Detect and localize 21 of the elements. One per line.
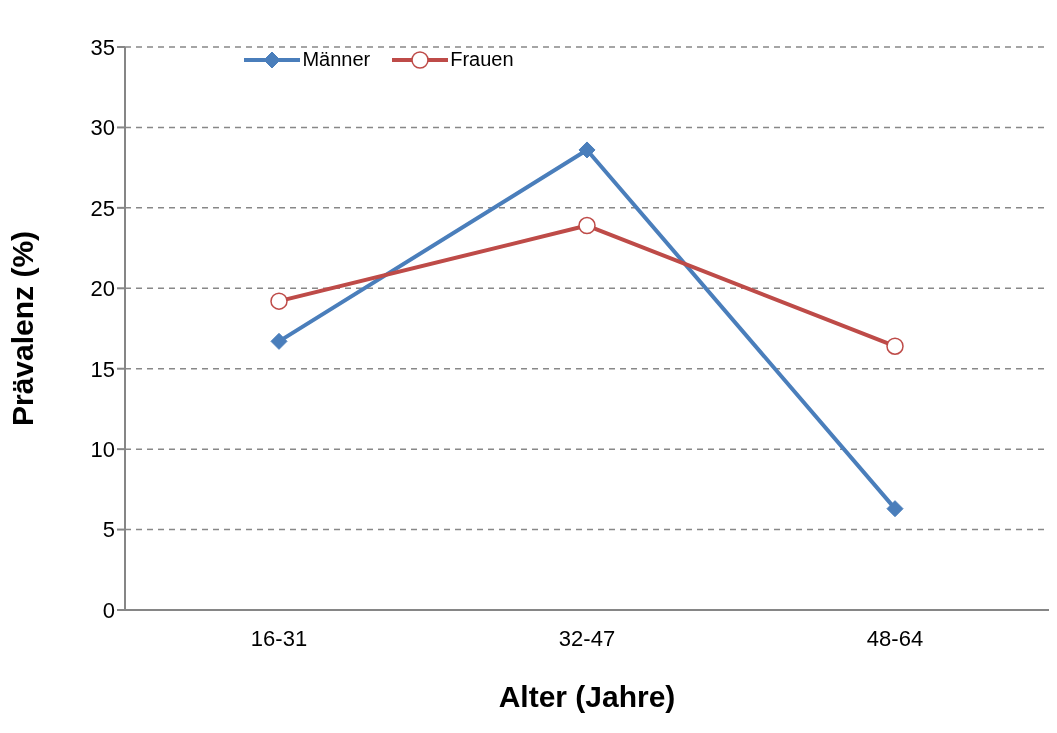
x-tick-label: 16-31 bbox=[250, 625, 308, 651]
legend-label: Männer bbox=[302, 48, 371, 71]
x-axis-title: Alter (Jahre) bbox=[498, 680, 676, 713]
y-tick-label: 15 bbox=[90, 356, 115, 382]
x-tick-label: 32-47 bbox=[558, 625, 616, 651]
y-tick-label: 5 bbox=[102, 517, 115, 543]
point bbox=[578, 216, 596, 235]
point bbox=[270, 332, 288, 350]
y-tick-label: 30 bbox=[90, 115, 115, 141]
x-tick-label: 48-64 bbox=[866, 625, 924, 651]
y-tick-label: 25 bbox=[90, 195, 115, 221]
y-axis-title: Prävalenz (%) bbox=[5, 230, 39, 427]
y-tick-label: 20 bbox=[90, 276, 115, 302]
point bbox=[270, 292, 288, 310]
y-tick-label: 0 bbox=[102, 597, 115, 623]
legend-label: Frauen bbox=[450, 48, 514, 71]
point bbox=[886, 500, 904, 518]
point bbox=[578, 141, 596, 159]
y-tick-label: 35 bbox=[90, 34, 115, 60]
point bbox=[886, 337, 904, 355]
y-tick-label: 10 bbox=[90, 436, 115, 462]
